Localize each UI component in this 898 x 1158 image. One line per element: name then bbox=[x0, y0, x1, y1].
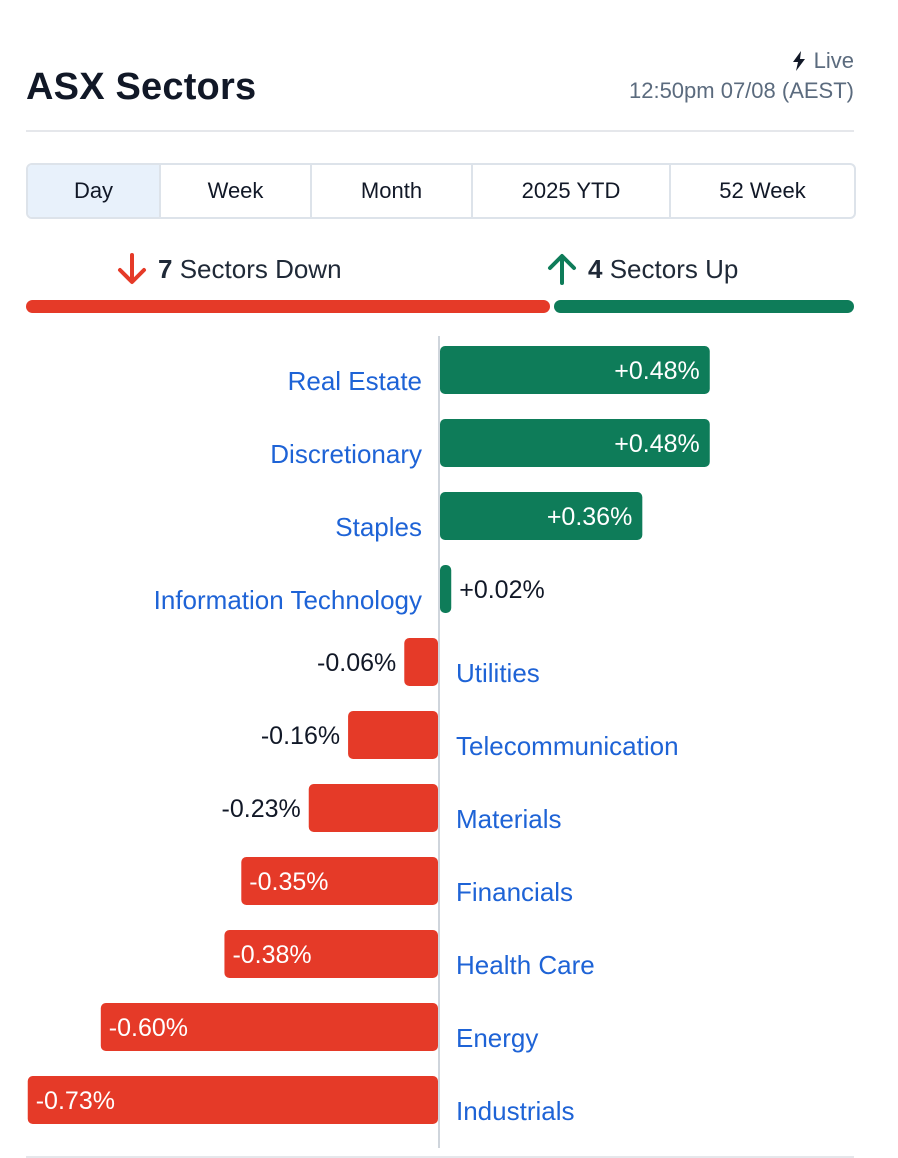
value-label-discretionary: +0.48% bbox=[614, 430, 700, 458]
sectors-up-summary: 4 Sectors Up bbox=[546, 252, 738, 286]
value-label-real-estate: +0.48% bbox=[614, 357, 700, 385]
bar-information-technology bbox=[440, 565, 452, 613]
tab-month[interactable]: Month bbox=[312, 165, 473, 217]
sectors-down-count: 7 bbox=[158, 253, 173, 284]
value-label-staples: +0.36% bbox=[547, 503, 633, 531]
sector-link-staples[interactable]: Staples bbox=[335, 512, 422, 542]
sector-link-industrials[interactable]: Industrials bbox=[456, 1096, 575, 1126]
sectors-down-summary: 7 Sectors Down bbox=[116, 252, 342, 286]
value-label-financials: -0.35% bbox=[249, 868, 328, 896]
period-tabs: Day Week Month 2025 YTD 52 Week bbox=[26, 163, 856, 219]
bottom-divider bbox=[26, 1156, 854, 1158]
bar-utilities bbox=[404, 638, 438, 686]
lightning-bolt-icon bbox=[792, 51, 805, 71]
bar-energy bbox=[100, 1003, 439, 1051]
live-label: Live bbox=[813, 48, 854, 73]
value-label-utilities: -0.06% bbox=[317, 649, 396, 677]
bar-financials bbox=[241, 857, 438, 905]
bar-real-estate bbox=[440, 346, 710, 394]
live-indicator: Live bbox=[792, 48, 854, 74]
arrow-up-icon bbox=[548, 254, 576, 285]
sector-link-energy[interactable]: Energy bbox=[456, 1023, 538, 1053]
tab-day[interactable]: Day bbox=[28, 165, 161, 217]
tab-week[interactable]: Week bbox=[161, 165, 312, 217]
sectors-up-count: 4 bbox=[588, 253, 603, 284]
value-label-telecommunication: -0.16% bbox=[261, 722, 340, 750]
arrow-down-icon bbox=[118, 253, 146, 284]
bar-discretionary bbox=[440, 419, 710, 467]
widget-header: ASX Sectors Live 12:50pm 07/08 (AEST) bbox=[26, 44, 854, 132]
sectors-up-bar bbox=[554, 300, 854, 313]
sector-link-financials[interactable]: Financials bbox=[456, 877, 573, 907]
value-label-energy: -0.60% bbox=[109, 1014, 188, 1042]
sectors-down-bar bbox=[26, 300, 550, 313]
sectors-down-label: Sectors Down bbox=[179, 253, 342, 284]
value-label-health-care: -0.38% bbox=[232, 941, 311, 969]
value-label-industrials: -0.73% bbox=[36, 1087, 115, 1115]
sector-link-discretionary[interactable]: Discretionary bbox=[270, 439, 422, 469]
sector-link-telecommunication[interactable]: Telecommunication bbox=[456, 731, 679, 761]
sector-link-health-care[interactable]: Health Care bbox=[456, 950, 595, 980]
sector-performance-chart: +0.48% Real Estate +0.48% Discretionary +0.3… bbox=[27, 336, 710, 1148]
value-label-information-technology: +0.02% bbox=[459, 576, 545, 604]
bar-staples bbox=[440, 492, 643, 540]
bar-health-care bbox=[224, 930, 438, 978]
timestamp: 12:50pm 07/08 (AEST) bbox=[628, 78, 854, 103]
sectors-up-label: Sectors Up bbox=[609, 253, 739, 284]
value-label-materials: -0.23% bbox=[222, 795, 301, 823]
sector-link-real-estate[interactable]: Real Estate bbox=[288, 366, 422, 396]
bar-materials bbox=[308, 784, 438, 832]
sector-link-utilities[interactable]: Utilities bbox=[456, 658, 540, 688]
tab-2025-ytd[interactable]: 2025 YTD bbox=[473, 165, 671, 217]
page-title: ASX Sectors bbox=[26, 66, 257, 108]
bar-industrials bbox=[27, 1076, 439, 1124]
tab-52-week[interactable]: 52 Week bbox=[719, 178, 806, 203]
sector-link-information-technology[interactable]: Information Technology bbox=[154, 585, 422, 615]
sector-link-materials[interactable]: Materials bbox=[456, 804, 561, 834]
bar-telecommunication bbox=[348, 711, 438, 759]
